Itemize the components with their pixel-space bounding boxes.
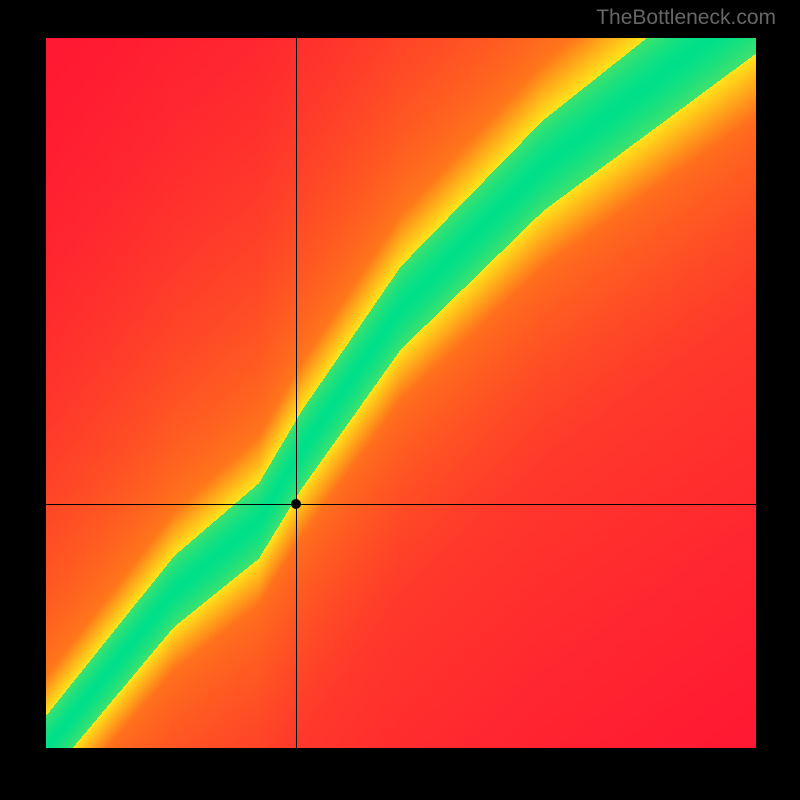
plot-area <box>46 38 756 748</box>
crosshair-marker <box>291 499 301 509</box>
chart-container: TheBottleneck.com <box>0 0 800 800</box>
heatmap-canvas <box>46 38 756 748</box>
watermark-text: TheBottleneck.com <box>596 6 776 30</box>
crosshair-vertical <box>296 38 297 748</box>
crosshair-horizontal <box>46 504 756 505</box>
